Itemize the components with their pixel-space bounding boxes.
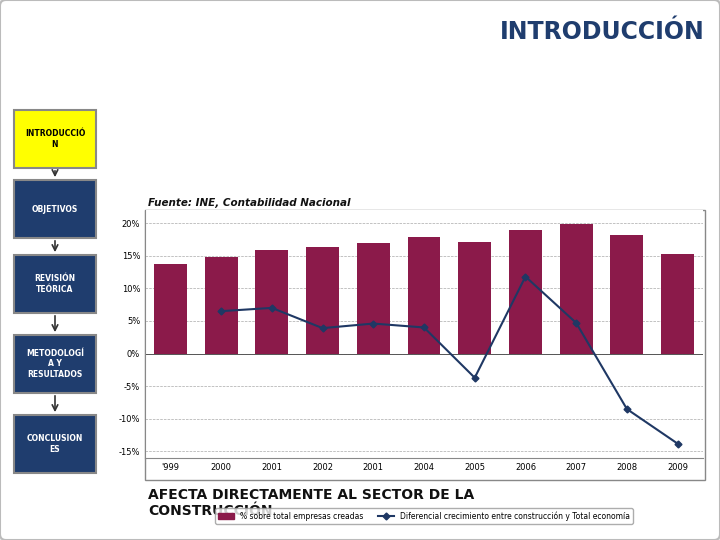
FancyBboxPatch shape [145, 210, 705, 480]
Text: OBJETIVOS: OBJETIVOS [32, 205, 78, 213]
Bar [256, 251, 288, 354]
FancyBboxPatch shape [14, 110, 96, 168]
Bar [204, 257, 238, 354]
Text: CRISIS
ECONÓMIC
A: CRISIS ECONÓMIC A [334, 253, 406, 296]
Bar [661, 254, 694, 354]
FancyBboxPatch shape [14, 335, 96, 393]
FancyBboxPatch shape [14, 180, 96, 238]
Bar [154, 264, 187, 354]
Bar [559, 224, 593, 354]
Bar [408, 238, 441, 354]
Bar [509, 230, 542, 354]
Ellipse shape [312, 220, 428, 340]
Text: Fuente: INE, Contabilidad Nacional: Fuente: INE, Contabilidad Nacional [148, 198, 351, 208]
Text: AFECTA DIRECTAMENTE AL SECTOR DE LA
CONSTRUCCIÓN: AFECTA DIRECTAMENTE AL SECTOR DE LA CONS… [148, 488, 474, 518]
FancyBboxPatch shape [14, 255, 96, 313]
Bar [611, 235, 644, 354]
Text: REVISIÓN
TEÓRICA: REVISIÓN TEÓRICA [35, 274, 76, 294]
Bar [458, 242, 491, 354]
Legend: % sobre total empresas creadas, Diferencial crecimiento entre construcción y Tot: % sobre total empresas creadas, Diferenc… [215, 508, 633, 524]
FancyBboxPatch shape [14, 415, 96, 473]
Text: INTRODUCCIÓ
N: INTRODUCCIÓ N [24, 129, 85, 149]
Text: METODOLOGÍ
A Y
RESULTADOS: METODOLOGÍ A Y RESULTADOS [26, 349, 84, 379]
Bar [357, 242, 390, 354]
Text: INTRODUCCIÓN: INTRODUCCIÓN [500, 20, 705, 44]
Bar [306, 247, 339, 354]
Text: CONCLUSION
ES: CONCLUSION ES [27, 434, 84, 454]
